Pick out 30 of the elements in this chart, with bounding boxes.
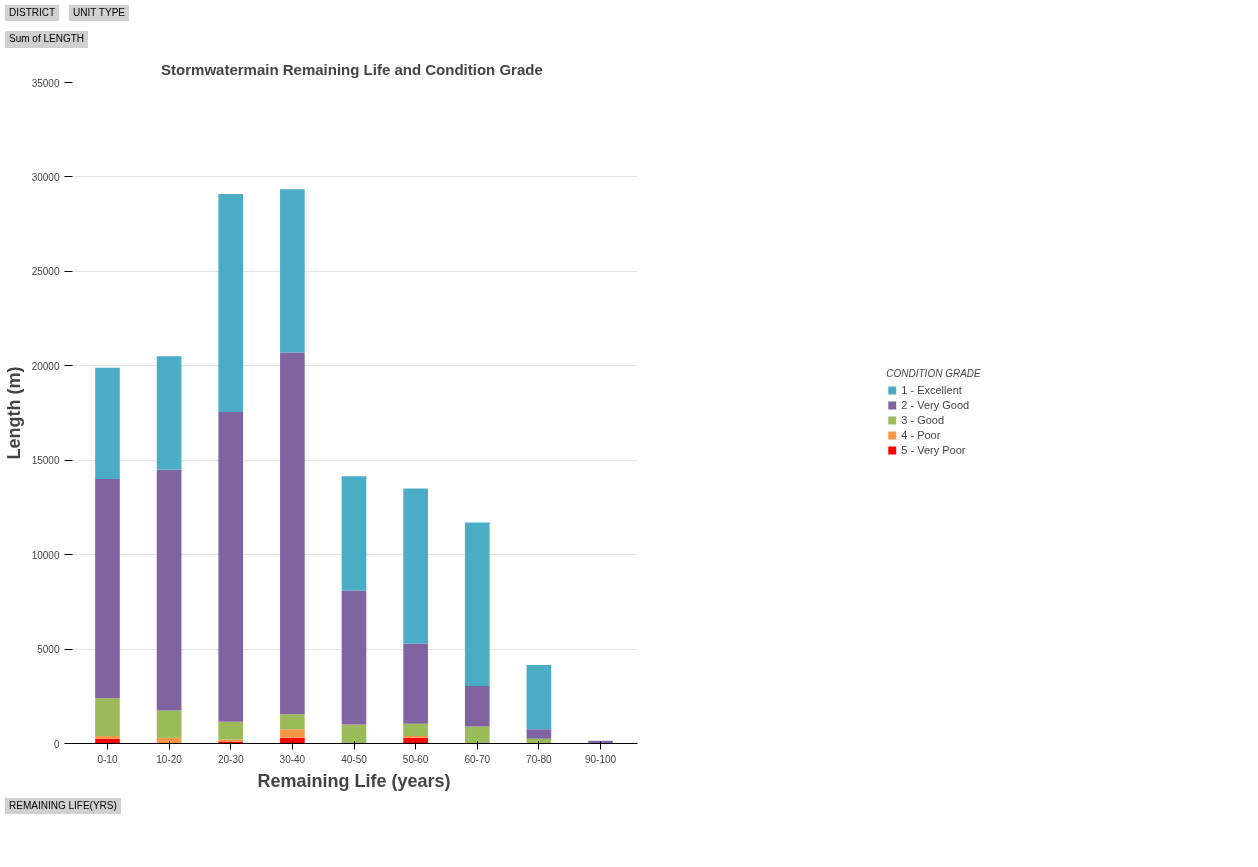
y-tick-label: 0 (53, 738, 60, 750)
text: UNIT TYPE (73, 6, 125, 20)
x-tick-label: 40-50 (341, 753, 368, 765)
y-tick-label: 15000 (31, 454, 60, 466)
text: Sum of LENGTH (9, 32, 85, 47)
y-axis-title: Length (m) (3, 366, 24, 460)
legend-title: CONDITION GRADE (886, 368, 981, 380)
x-tick-label: 90-100 (584, 753, 617, 765)
legend-label: 1 - Excellent (901, 384, 962, 397)
x-axis-title: Remaining Life (years) (257, 770, 451, 791)
text: REMAINING LIFE(YRS) (9, 798, 117, 813)
x-tick-label: 20-30 (217, 753, 244, 765)
x-tick-label: 60-70 (464, 753, 491, 765)
y-tick-label: 35000 (31, 77, 60, 89)
legend-label: 3 - Good (901, 414, 945, 427)
y-tick-label: 25000 (31, 265, 60, 277)
y-tick-label: 5000 (37, 643, 60, 655)
legend-label: 2 - Very Good (901, 399, 970, 412)
y-tick-label: 30000 (31, 171, 60, 183)
x-tick-label: 10-20 (156, 753, 183, 765)
legend-label: 5 - Very Poor (901, 444, 966, 457)
x-tick-label: 30-40 (279, 753, 306, 765)
x-tick-label: 0-10 (97, 753, 118, 765)
legend-label: 4 - Poor (901, 429, 941, 442)
x-tick-label: 50-60 (402, 753, 429, 765)
x-tick-label: 70-80 (526, 753, 553, 765)
chart-title: Stormwatermain Remaining Life and Condition Grade (161, 60, 543, 78)
y-tick-label: 20000 (31, 360, 60, 372)
text: DISTRICT (9, 6, 56, 20)
y-tick-label: 10000 (31, 549, 60, 561)
